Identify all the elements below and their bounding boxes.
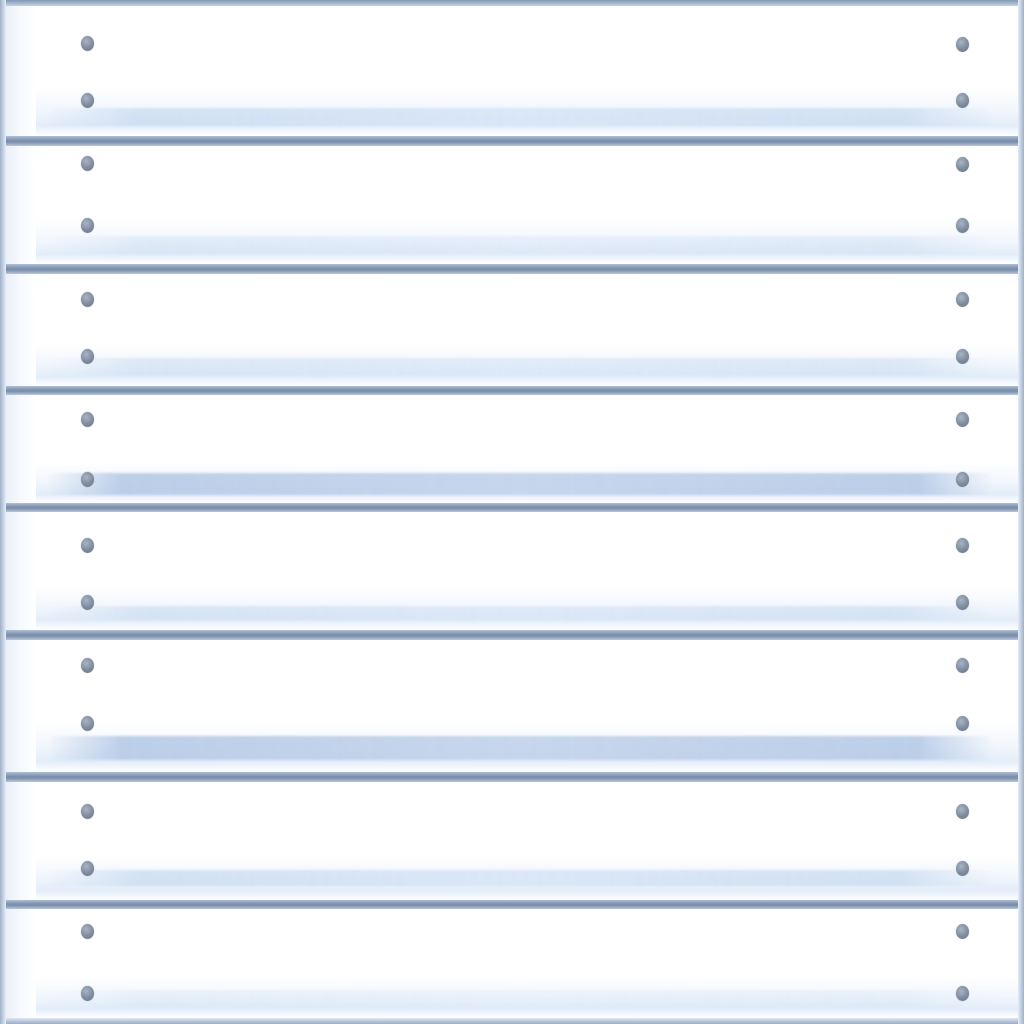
top-edge xyxy=(0,0,1024,6)
plank-5 xyxy=(0,512,1024,630)
nail-icon xyxy=(81,658,94,673)
nail-icon xyxy=(956,292,969,307)
nail-icon xyxy=(956,595,969,610)
plank-gap-2 xyxy=(0,264,1024,274)
nail-icon xyxy=(956,412,969,427)
plank-2-shade xyxy=(46,236,994,254)
plank-7-left-edge xyxy=(0,782,36,900)
plank-7 xyxy=(0,782,1024,900)
nail-icon xyxy=(81,218,94,233)
plank-8 xyxy=(0,909,1024,1018)
plank-3 xyxy=(0,274,1024,386)
nail-icon xyxy=(956,93,969,108)
plank-6-left-edge xyxy=(0,640,36,772)
plank-4 xyxy=(0,395,1024,503)
plank-2-left-edge xyxy=(0,146,36,264)
plank-1-left-edge xyxy=(0,6,36,136)
nail-icon xyxy=(81,412,94,427)
plank-3-shade xyxy=(46,358,994,376)
plank-4-shade xyxy=(46,473,994,495)
nail-icon xyxy=(81,36,94,51)
nail-icon xyxy=(956,37,969,52)
plank-6-shade xyxy=(46,736,994,760)
plank-1-shade xyxy=(46,108,994,126)
right-edge xyxy=(1018,0,1024,1024)
plank-gap-5 xyxy=(0,630,1024,640)
plank-2 xyxy=(0,146,1024,264)
plank-6 xyxy=(0,640,1024,772)
nail-icon xyxy=(956,349,969,364)
nail-icon xyxy=(956,157,969,172)
nail-icon xyxy=(81,538,94,553)
plank-gap-1 xyxy=(0,136,1024,146)
plank-3-left-edge xyxy=(0,274,36,386)
nail-icon xyxy=(81,861,94,876)
plank-gap-6 xyxy=(0,772,1024,782)
plank-8-left-edge xyxy=(0,909,36,1018)
nail-icon xyxy=(81,986,94,1001)
nail-icon xyxy=(956,538,969,553)
nail-icon xyxy=(81,924,94,939)
nail-icon xyxy=(956,804,969,819)
left-edge xyxy=(0,0,6,1024)
nail-icon xyxy=(956,218,969,233)
plank-4-left-edge xyxy=(0,395,36,503)
nail-icon xyxy=(956,472,969,487)
nail-icon xyxy=(956,986,969,1001)
nail-icon xyxy=(81,156,94,171)
plank-7-shade xyxy=(46,870,994,886)
bottom-edge xyxy=(0,1018,1024,1024)
nail-icon xyxy=(956,861,969,876)
nail-icon xyxy=(81,292,94,307)
nail-icon xyxy=(81,472,94,487)
nail-icon xyxy=(956,658,969,673)
plank-gap-7 xyxy=(0,900,1024,909)
nail-icon xyxy=(81,716,94,731)
plank-5-left-edge xyxy=(0,512,36,630)
nail-icon xyxy=(81,93,94,108)
plank-gap-4 xyxy=(0,503,1024,512)
nail-icon xyxy=(81,804,94,819)
plank-1 xyxy=(0,6,1024,136)
nail-icon xyxy=(956,924,969,939)
nail-icon xyxy=(81,349,94,364)
nail-icon xyxy=(81,595,94,610)
plank-8-shade xyxy=(46,990,994,1008)
plank-5-shade xyxy=(46,606,994,620)
plank-gap-3 xyxy=(0,386,1024,395)
nail-icon xyxy=(956,716,969,731)
